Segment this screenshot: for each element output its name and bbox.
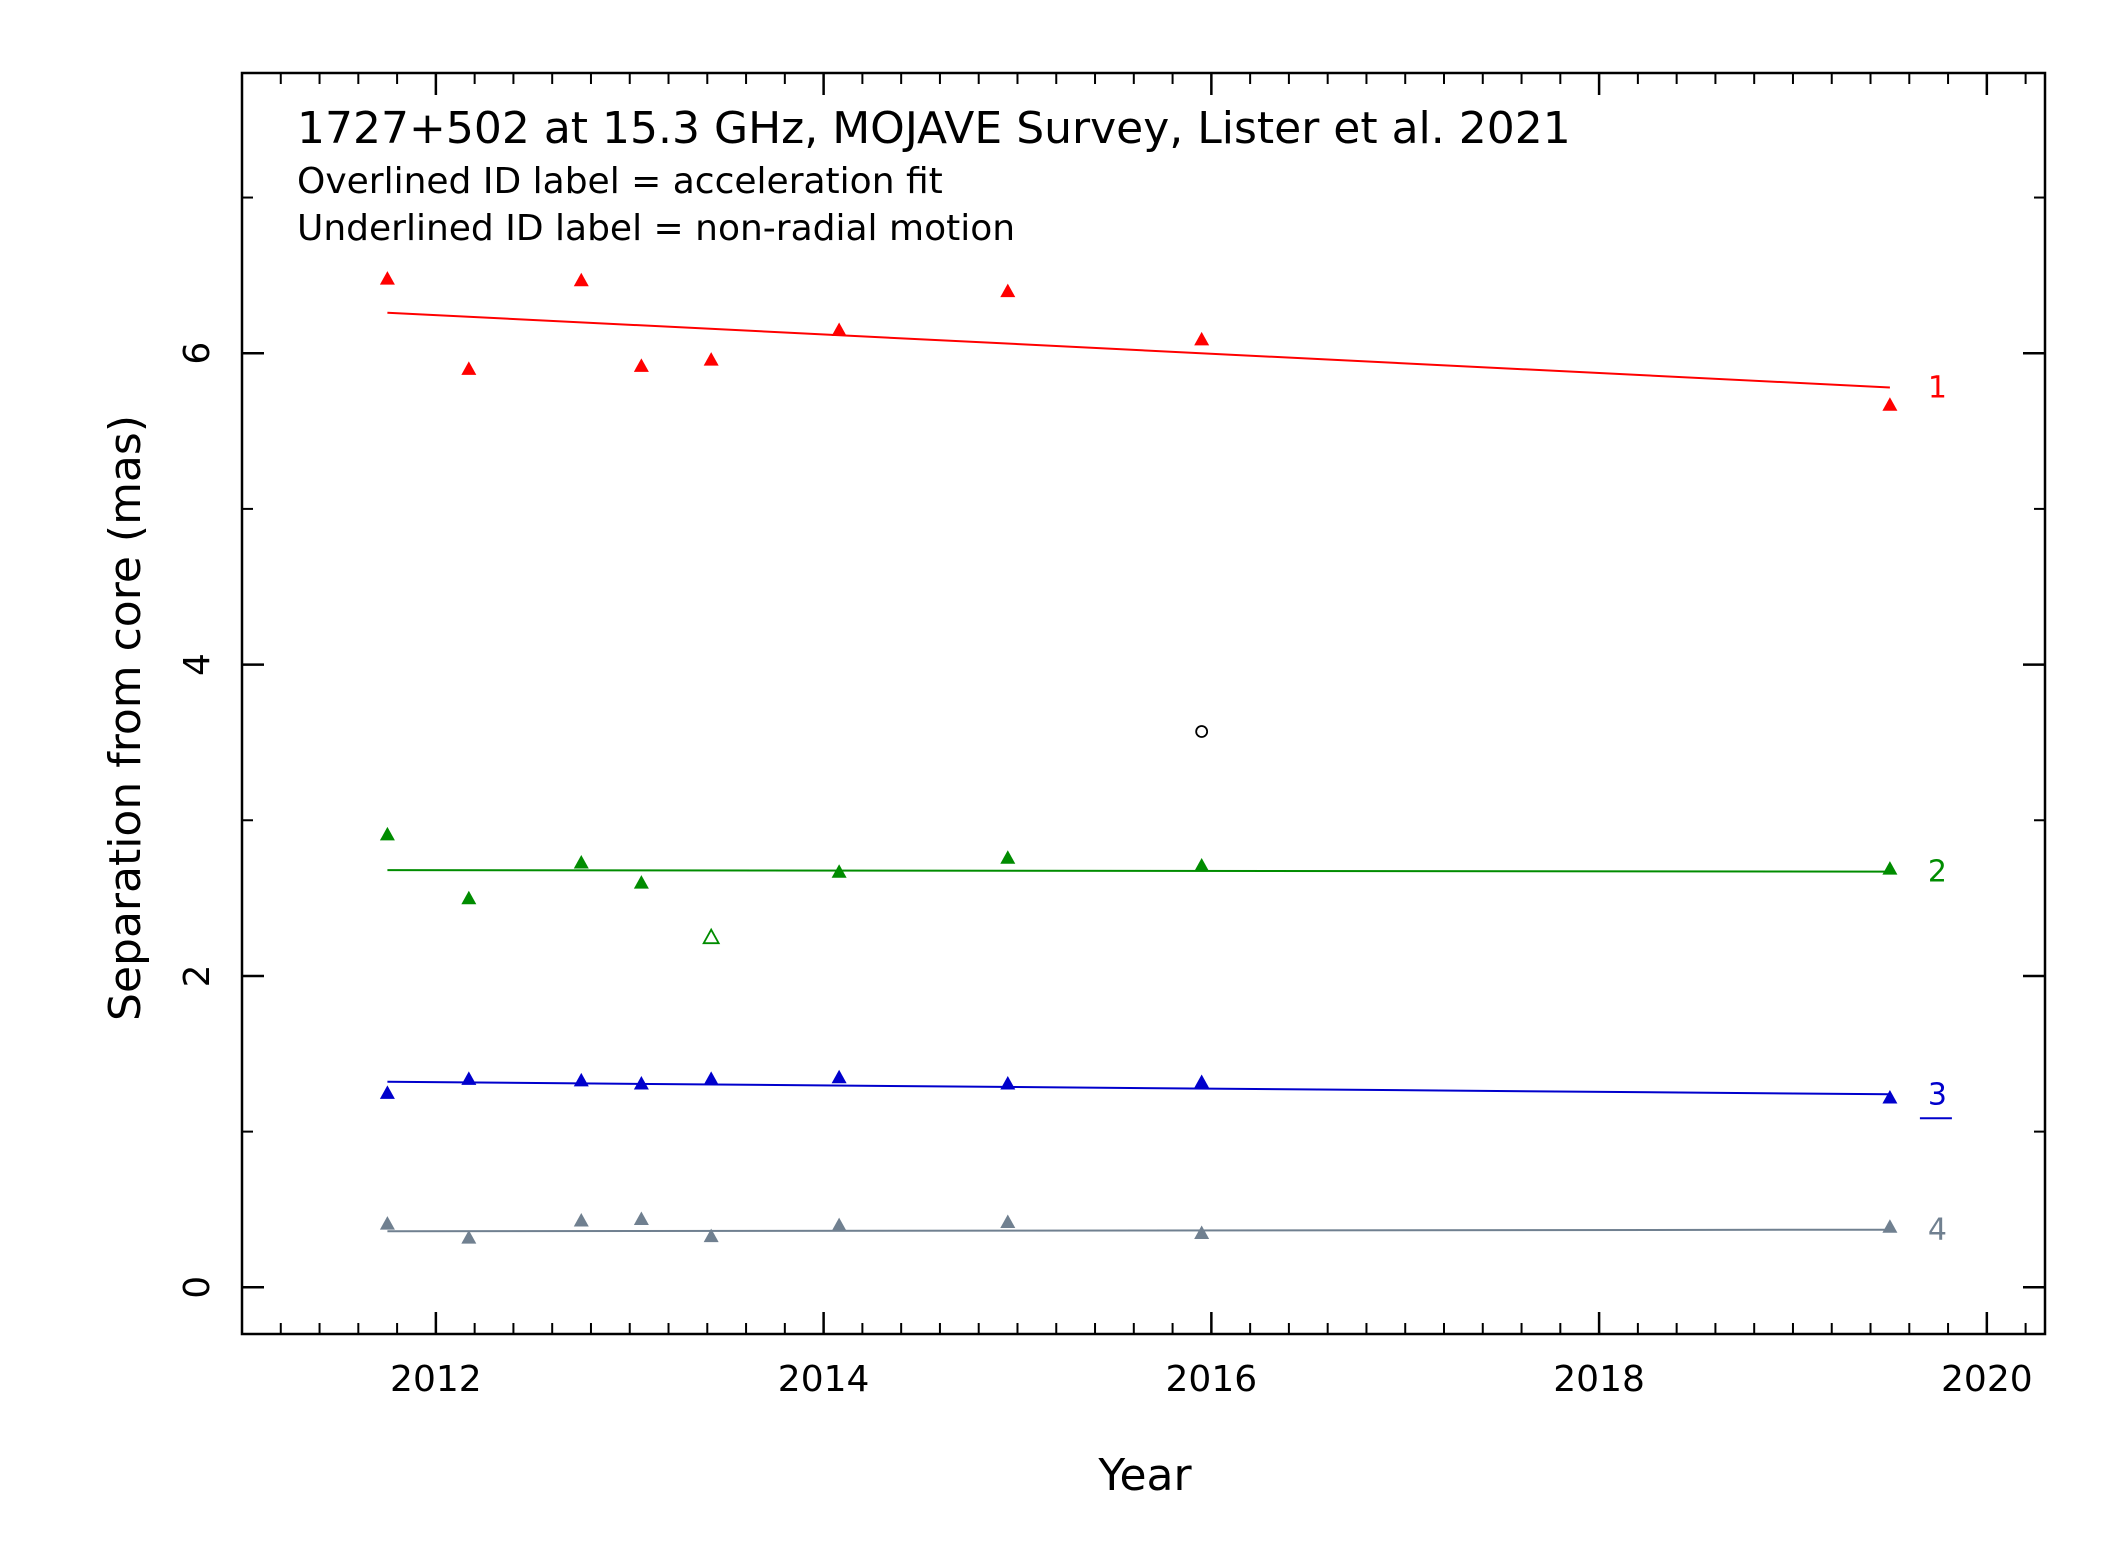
data-point-2: [1882, 861, 1898, 875]
data-point-1: [1882, 397, 1898, 411]
data-point-3: [831, 1069, 847, 1084]
open-data-point-2: [702, 927, 721, 945]
data-point-3: [1194, 1074, 1210, 1088]
data-point-2: [573, 854, 589, 869]
data-point-2: [461, 890, 477, 905]
y-tick-label: 0: [177, 1276, 218, 1299]
data-point-2: [1000, 850, 1016, 864]
data-point-4: [703, 1228, 719, 1243]
data-point-3: [1882, 1090, 1898, 1104]
fit-line-2: [387, 869, 1890, 873]
data-point-1: [461, 361, 477, 375]
data-point-3: [703, 1071, 719, 1085]
component-id-label-2: 2: [1928, 855, 1947, 890]
fit-line-1: [387, 311, 1890, 389]
data-point-1: [573, 272, 589, 287]
data-point-4: [1000, 1214, 1016, 1229]
x-axis-label: Year: [1097, 1450, 1192, 1501]
x-tick-label: 2012: [390, 1359, 482, 1400]
data-point-4: [461, 1230, 477, 1244]
y-tick-label: 6: [177, 342, 218, 365]
plot-frame: [240, 71, 2047, 1336]
data-point-2: [831, 864, 847, 878]
data-point-1: [1000, 283, 1016, 298]
data-point-4: [831, 1217, 847, 1232]
data-point-2: [1194, 858, 1210, 872]
data-point-4: [573, 1213, 589, 1227]
data-point-1: [703, 352, 719, 366]
data-point-4: [1882, 1219, 1898, 1233]
data-point-1: [379, 271, 395, 285]
component-id-label-4: 4: [1928, 1213, 1947, 1248]
component-id-label-1: 1: [1928, 370, 1947, 405]
y-tick-label: 4: [177, 653, 218, 676]
data-point-3: [379, 1085, 395, 1099]
data-point-3: [573, 1072, 589, 1087]
data-point-3: [1000, 1076, 1016, 1090]
x-tick-label: 2018: [1553, 1359, 1645, 1400]
x-tick-label: 2020: [1941, 1359, 2033, 1400]
data-point-1: [1194, 331, 1210, 346]
chart-title: 1727+502 at 15.3 GHz, MOJAVE Survey, Lis…: [297, 103, 1571, 154]
chart-subtitle-2: Underlined ID label = non-radial motion: [297, 208, 1015, 249]
y-axis-label: Separation from core (mas): [100, 415, 151, 1021]
component-id-label-3: 3: [1928, 1077, 1947, 1112]
data-point-3: [633, 1076, 649, 1090]
fit-line-4: [387, 1228, 1890, 1233]
unassociated-data-point: [1195, 725, 1209, 738]
x-tick-label: 2014: [778, 1359, 870, 1400]
data-point-2: [633, 875, 649, 889]
data-point-1: [831, 322, 847, 337]
data-point-2: [379, 826, 395, 841]
data-point-3: [461, 1071, 477, 1085]
x-tick-label: 2016: [1166, 1359, 1258, 1400]
chart-subtitle-1: Overlined ID label = acceleration fit: [297, 161, 943, 202]
data-point-4: [633, 1211, 649, 1225]
data-point-4: [1194, 1225, 1210, 1239]
data-point-4: [379, 1216, 395, 1230]
data-point-1: [633, 358, 649, 372]
y-tick-label: 2: [177, 964, 218, 987]
